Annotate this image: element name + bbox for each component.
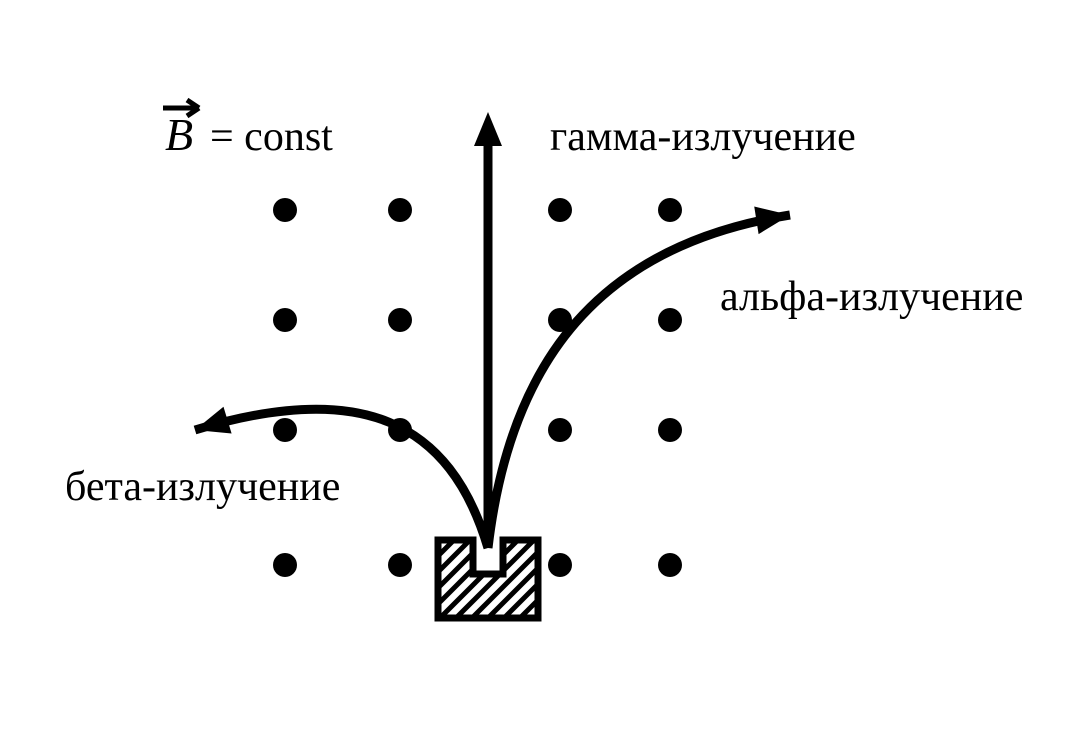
beta-arrowhead-icon bbox=[195, 407, 232, 434]
labels-group: B = const гамма-излучение альфа-излучени… bbox=[65, 100, 1023, 510]
field-dot-icon bbox=[658, 198, 682, 222]
field-dot-icon bbox=[658, 553, 682, 577]
source-hatching bbox=[360, 540, 694, 618]
field-dot-icon bbox=[273, 198, 297, 222]
field-dot-icon bbox=[388, 308, 412, 332]
b-const-label: = const bbox=[210, 114, 333, 160]
beta-label: бета-излучение bbox=[65, 464, 340, 510]
alpha-label: альфа-излучение bbox=[720, 274, 1023, 320]
field-dot-icon bbox=[388, 198, 412, 222]
radiation-source-box bbox=[360, 540, 694, 618]
field-dot-icon bbox=[273, 308, 297, 332]
field-dot-icon bbox=[273, 553, 297, 577]
field-dot-icon bbox=[273, 418, 297, 442]
field-dot-icon bbox=[548, 553, 572, 577]
b-vector-label: B bbox=[163, 100, 199, 160]
gamma-label: гамма-излучение bbox=[550, 114, 856, 160]
alpha-ray bbox=[488, 215, 790, 548]
field-dot-icon bbox=[548, 198, 572, 222]
gamma-arrowhead-icon bbox=[474, 112, 502, 146]
radiation-in-magnetic-field-diagram: B = const гамма-излучение альфа-излучени… bbox=[0, 0, 1074, 743]
field-dot-icon bbox=[388, 553, 412, 577]
field-dot-icon bbox=[548, 418, 572, 442]
field-dot-icon bbox=[658, 418, 682, 442]
field-dot-icon bbox=[658, 308, 682, 332]
